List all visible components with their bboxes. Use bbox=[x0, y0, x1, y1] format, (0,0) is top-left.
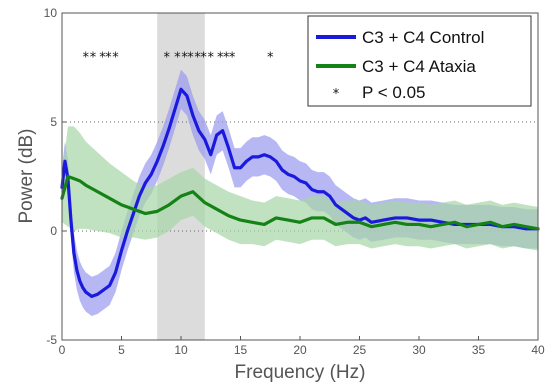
legend: C3 + C4 Control C3 + C4 Ataxia * P < 0.0… bbox=[307, 15, 532, 107]
significance-star-5: * bbox=[163, 51, 170, 66]
y-tick-label-5: 5 bbox=[50, 115, 57, 129]
y-axis-ticks: -5 0 5 10 bbox=[44, 6, 66, 347]
legend-label-control: C3 + C4 Control bbox=[362, 28, 484, 47]
series-lines bbox=[60, 87, 540, 298]
x-tick-label-30: 30 bbox=[412, 343, 426, 357]
significance-star-13: * bbox=[223, 51, 230, 66]
significance-star-2: * bbox=[99, 51, 106, 66]
y-axis-label: Power (dB) bbox=[16, 128, 37, 223]
x-axis-label: Frequency (Hz) bbox=[235, 362, 366, 383]
significance-star-15: * bbox=[267, 51, 274, 66]
x-tick-label-40: 40 bbox=[531, 343, 545, 357]
significance-star-1: * bbox=[90, 51, 97, 66]
y-tick-label-10: 10 bbox=[44, 6, 58, 20]
significance-star-3: * bbox=[105, 51, 112, 66]
x-tick-label-35: 35 bbox=[472, 343, 486, 357]
significance-star-8: * bbox=[187, 51, 194, 66]
series-line-1 bbox=[60, 174, 540, 231]
confidence-band-series-0 bbox=[62, 69, 538, 317]
x-tick-label-15: 15 bbox=[234, 343, 248, 357]
x-axis-ticks: 0 5 10 15 20 25 30 35 40 bbox=[59, 336, 545, 357]
significance-star-4: * bbox=[112, 51, 119, 66]
legend-symbol-significance: * bbox=[333, 87, 340, 102]
legend-label-ataxia: C3 + C4 Ataxia bbox=[362, 57, 476, 76]
significance-star-0: * bbox=[83, 51, 90, 66]
significance-star-10: * bbox=[200, 51, 207, 66]
significance-star-11: * bbox=[208, 51, 215, 66]
significance-star-9: * bbox=[194, 51, 201, 66]
x-tick-label-5: 5 bbox=[118, 343, 125, 357]
significance-star-7: * bbox=[181, 51, 188, 66]
legend-label-significance: P < 0.05 bbox=[362, 83, 426, 102]
significance-star-14: * bbox=[229, 51, 236, 66]
series-line-0 bbox=[60, 87, 540, 298]
x-tick-label-20: 20 bbox=[293, 343, 307, 357]
x-tick-label-10: 10 bbox=[174, 343, 188, 357]
significance-star-12: * bbox=[217, 51, 224, 66]
legend-box bbox=[307, 15, 532, 107]
significance-markers: * * * * * * * * * * * * * * * * bbox=[83, 51, 274, 66]
x-tick-label-25: 25 bbox=[353, 343, 367, 357]
x-tick-label-0: 0 bbox=[59, 343, 66, 357]
y-tick-label-0: 0 bbox=[50, 224, 57, 238]
y-tick-label--5: -5 bbox=[46, 333, 57, 347]
significance-star-6: * bbox=[174, 51, 181, 66]
